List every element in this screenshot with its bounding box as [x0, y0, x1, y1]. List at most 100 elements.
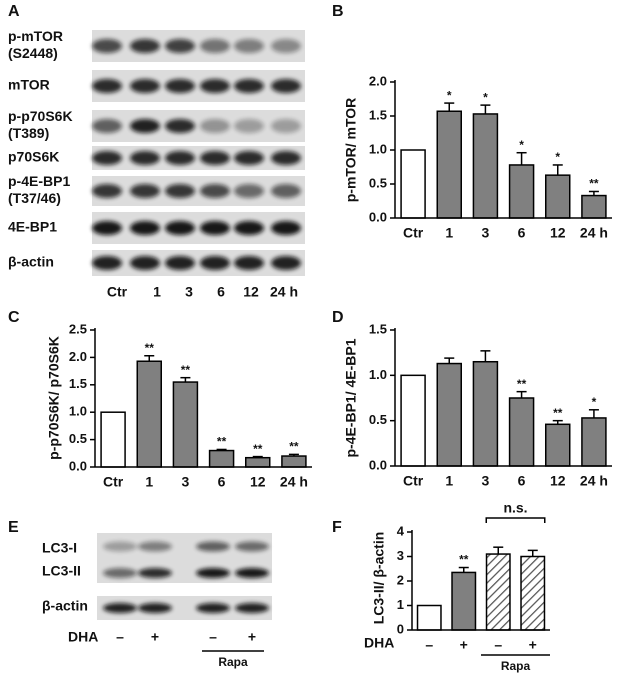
blot-band [92, 39, 122, 53]
blot-band [200, 79, 230, 93]
bar [451, 571, 477, 631]
bar [545, 423, 571, 467]
x-tick-label: 1 [145, 474, 153, 490]
blot-band [196, 603, 230, 613]
x-tick-label: 24 h [580, 473, 608, 489]
blot-band [271, 119, 301, 133]
x-tick-label: 1 [445, 225, 453, 241]
bar [281, 455, 307, 468]
x-tick-label: 6 [518, 473, 526, 489]
bar [416, 604, 442, 631]
blot-band [130, 79, 160, 93]
blot-band [234, 151, 264, 165]
blot-band [130, 151, 160, 165]
panel-letter: E [8, 519, 19, 536]
blot-strip [92, 146, 305, 170]
blot-band [165, 39, 195, 53]
blot-band [234, 184, 264, 198]
bar [472, 360, 499, 467]
blot-row-label: LC3-I [42, 540, 77, 556]
y-axis-label: LC3-II/ β-actin [371, 532, 387, 625]
y-tick-label: 2.5 [69, 321, 87, 336]
blot-band [271, 256, 301, 270]
blot-band [130, 221, 160, 235]
blot-strip [92, 70, 305, 102]
blot-row-label: mTOR [8, 77, 50, 93]
blot-band [200, 221, 230, 235]
y-tick-label: 1.0 [369, 141, 387, 156]
blot-band [234, 119, 264, 133]
blot-band [234, 256, 264, 270]
y-tick-label: 0 [397, 621, 404, 636]
blot-band [138, 541, 172, 552]
x-tick-label: – [494, 637, 502, 653]
lane-label: – [116, 629, 124, 645]
group-label: Rapa [218, 655, 248, 669]
bar [436, 362, 462, 467]
x-tick-label: Ctr [103, 474, 124, 490]
y-tick-label: 3 [397, 548, 404, 563]
blot-band [271, 184, 301, 198]
significance-label: * [592, 395, 597, 409]
blot-strip [92, 250, 305, 276]
x-axis-label: DHA [364, 635, 394, 651]
lane-label: 6 [217, 284, 225, 300]
y-axis-label: p-4E-BP1/ 4E-BP1 [343, 338, 359, 457]
bar [136, 360, 162, 468]
significance-label: ** [145, 341, 155, 355]
blot-band [92, 184, 122, 198]
y-tick-label: 0.5 [369, 412, 387, 427]
y-tick-label: 0.5 [69, 431, 87, 446]
panel-letter: B [332, 3, 344, 20]
significance-label: * [447, 88, 452, 102]
blot-band [165, 119, 195, 133]
blot-strip [92, 30, 305, 62]
y-tick-label: 1 [397, 597, 404, 612]
blot-band [235, 568, 269, 578]
blot-band [165, 256, 195, 270]
x-tick-label: – [425, 637, 433, 653]
blot-band [271, 151, 301, 165]
bar [400, 149, 426, 219]
blot-band [271, 79, 301, 93]
blot-band [200, 119, 230, 133]
blot-band [92, 221, 122, 235]
bracket [485, 517, 546, 523]
blot-band [138, 568, 172, 578]
lane-label: 1 [153, 284, 161, 300]
treatment-label: DHA [68, 629, 98, 645]
blot-band [130, 119, 160, 133]
blot-row-label: p70S6K [8, 149, 59, 165]
blot-band [234, 39, 264, 53]
x-tick-label: Ctr [403, 473, 424, 489]
blot-band [165, 221, 195, 235]
lane-label: 12 [243, 284, 259, 300]
y-tick-label: 4 [397, 523, 405, 538]
blot-band [92, 256, 122, 270]
lane-label: Ctr [107, 284, 128, 300]
blot-row-label: p-4E-BP1 [8, 173, 70, 189]
y-tick-label: 2.0 [369, 73, 387, 88]
x-tick-label: 6 [218, 474, 226, 490]
significance-label: ** [217, 435, 227, 449]
y-axis-label: p-p70S6K/ p70S6K [46, 336, 62, 460]
blot-band [235, 603, 269, 613]
bar [400, 374, 426, 467]
significance-label: ** [181, 363, 191, 377]
significance-label: * [519, 138, 524, 152]
blot-row-label: β-actin [8, 254, 54, 270]
x-tick-label: Ctr [403, 225, 424, 241]
y-tick-label: 0.5 [369, 175, 387, 190]
y-tick-label: 1.0 [69, 404, 87, 419]
x-tick-label: 3 [182, 474, 190, 490]
y-tick-label: 1.5 [69, 376, 87, 391]
blot-band [200, 39, 230, 53]
blot-strip [92, 212, 305, 244]
blot-row-label: β-actin [42, 598, 88, 614]
blot-row-label: p-p70S6K [8, 108, 73, 124]
bar [245, 456, 271, 468]
x-tick-label: 12 [550, 473, 566, 489]
blot-band [165, 151, 195, 165]
blot-band [92, 119, 122, 133]
